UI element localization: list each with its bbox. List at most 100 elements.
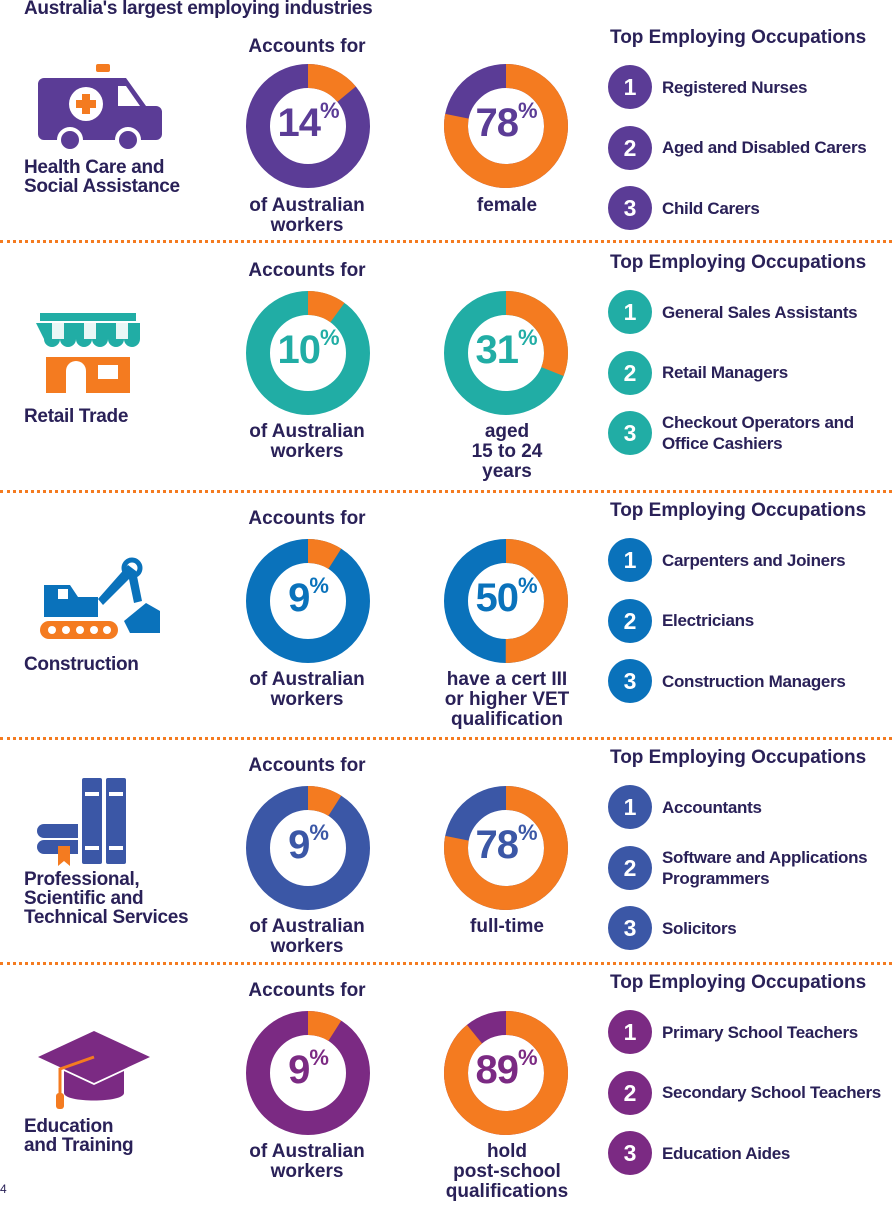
accounts-for-caption: of Australian workers xyxy=(230,917,384,957)
rank-badge: 3 xyxy=(608,906,652,950)
rank-badge: 1 xyxy=(608,65,652,109)
caption-line: workers xyxy=(270,936,344,957)
workforce-share-donut: 9% xyxy=(245,1010,371,1136)
share-number: 14 xyxy=(277,101,320,145)
rank-badge: 1 xyxy=(608,538,652,582)
percent-sign: % xyxy=(319,324,340,350)
stat-number: 78 xyxy=(475,101,518,145)
workforce-share-donut: 14% xyxy=(245,63,371,189)
occupation-item: 1 Accountants xyxy=(608,785,892,829)
occupation-item: 1 Carpenters and Joiners xyxy=(608,538,892,582)
percent-sign: % xyxy=(309,819,329,845)
industry-section: Education and Training Accounts for 9% 89% of… xyxy=(0,965,892,1205)
occupation-label: General Sales Assistants xyxy=(662,302,858,322)
industry-name: Retail Trade xyxy=(24,407,234,426)
occupation-item: 3 Construction Managers xyxy=(608,659,892,703)
occupation-label: Solicitors xyxy=(662,918,737,938)
page-title: Australia's largest employing industries xyxy=(24,0,373,19)
workforce-share-donut: 9% xyxy=(245,785,371,911)
ring-segment xyxy=(444,291,568,415)
occupation-item: 3 Checkout Operators and Office Cashiers xyxy=(608,411,892,455)
occupation-item: 2 Retail Managers xyxy=(608,350,892,395)
industry-name: Professional, Scientific and Technical Ser… xyxy=(24,870,234,927)
caption-line: of Australian xyxy=(249,195,365,216)
shop-icon xyxy=(36,313,166,403)
occupation-label: Primary School Teachers xyxy=(662,1022,858,1042)
share-number: 9 xyxy=(288,1048,310,1092)
industry-name-line: Social Assistance xyxy=(24,176,180,197)
caption-line: of Australian xyxy=(249,669,365,690)
caption-line: workers xyxy=(270,689,344,710)
ring-segment xyxy=(444,786,568,910)
ring-segment xyxy=(444,64,568,188)
occupation-item: 1 Primary School Teachers xyxy=(608,1010,892,1054)
industry-name: Education and Training xyxy=(24,1117,234,1155)
caption-line: of Australian xyxy=(249,916,365,937)
caption-line: have a cert III xyxy=(446,669,568,690)
occupation-label: Secondary School Teachers xyxy=(662,1083,881,1102)
caption-line: or higher VET xyxy=(444,689,570,710)
caption-line: workers xyxy=(270,441,344,462)
occupation-label: Carpenters and Joiners xyxy=(662,550,846,570)
caption-line: years xyxy=(482,461,532,482)
caption-line: post-school xyxy=(453,1161,561,1182)
accounts-for-label: Accounts for xyxy=(248,260,366,281)
stat-value: 50% xyxy=(443,572,569,621)
workforce-share-donut: 10% xyxy=(245,290,371,416)
industry-name: Health Care and Social Assistance xyxy=(24,158,234,196)
workforce-share-value: 9% xyxy=(245,1045,371,1093)
rank-badge: 2 xyxy=(608,598,652,643)
workforce-share-value: 10% xyxy=(245,324,371,373)
occupations-heading: Top Employing Occupations xyxy=(610,252,867,273)
occupation-label: Accountants xyxy=(662,797,762,817)
accounts-for-caption: of Australian workers xyxy=(230,422,384,462)
occupation-item: 3 Solicitors xyxy=(608,906,892,950)
occupation-item: 3 Education Aides xyxy=(608,1131,892,1175)
stat-number: 50 xyxy=(475,576,518,620)
stat-donut: 50% xyxy=(443,538,569,664)
caption-line: workers xyxy=(270,1161,344,1182)
section-divider xyxy=(0,490,892,493)
caption-line: workers xyxy=(270,215,344,236)
share-number: 9 xyxy=(288,576,310,620)
caption-line: aged xyxy=(484,421,530,442)
ring-segment xyxy=(246,291,370,415)
industry-name-line: Professional, xyxy=(24,869,140,890)
rank-badge: 3 xyxy=(608,411,652,455)
stat-value: 89% xyxy=(443,1045,569,1093)
rank-badge: 2 xyxy=(608,1070,652,1115)
rank-badge: 3 xyxy=(608,1131,652,1175)
occupation-item: 2 Electricians xyxy=(608,598,892,643)
rank-badge: 2 xyxy=(608,350,652,395)
stat-caption: full-time xyxy=(420,917,594,937)
section-divider xyxy=(0,962,892,965)
ring-segment xyxy=(444,539,568,663)
ring-segment xyxy=(246,1011,370,1135)
stat-caption: female xyxy=(420,196,594,216)
graduation-cap-icon xyxy=(36,1025,166,1115)
stat-value: 78% xyxy=(443,820,569,868)
stat-number: 78 xyxy=(475,823,518,867)
caption-line: full-time xyxy=(470,916,544,937)
industry-name-line: Health Care and xyxy=(24,157,165,178)
occupation-item: 1 General Sales Assistants xyxy=(608,290,892,334)
percent-sign: % xyxy=(517,97,538,123)
caption-line: qualifications xyxy=(445,1181,569,1202)
stat-caption: aged 15 to 24 years xyxy=(420,422,594,482)
occupations-heading: Top Employing Occupations xyxy=(610,747,867,768)
stat-caption: have a cert III or higher VET qualificatio… xyxy=(420,670,594,730)
percent-sign: % xyxy=(517,324,538,350)
excavator-icon xyxy=(36,555,166,645)
occupations-heading: Top Employing Occupations xyxy=(610,500,867,521)
industry-section: Construction Accounts for 9% 50% of Australi… xyxy=(0,493,892,733)
percent-sign: % xyxy=(517,572,538,598)
industry-name-line: Construction xyxy=(24,654,139,675)
occupation-label: Software and Applications Programmers xyxy=(662,847,868,888)
occupation-label: Retail Managers xyxy=(662,363,788,382)
industry-name: Construction xyxy=(24,655,234,674)
workforce-share-donut: 9% xyxy=(245,538,371,664)
occupation-item: 2 Software and Applications Programmers xyxy=(608,845,892,890)
accounts-for-label: Accounts for xyxy=(248,755,366,776)
caption-line: of Australian xyxy=(249,421,365,442)
occupation-label: Education Aides xyxy=(662,1143,791,1163)
